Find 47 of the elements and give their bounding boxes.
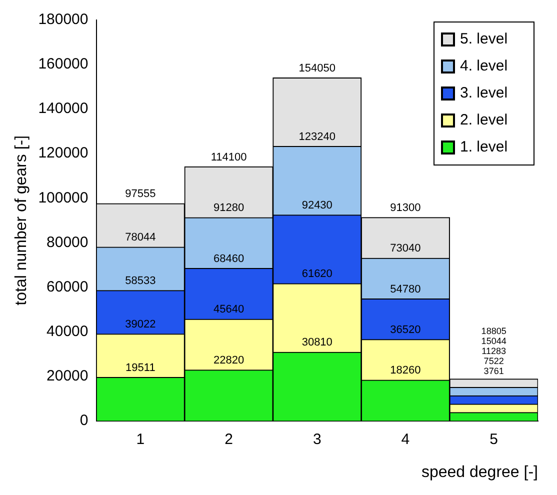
annotation: 7522 — [484, 356, 504, 366]
annotation: 154050 — [298, 62, 336, 74]
annotation: 18260 — [390, 364, 421, 377]
x-tick-label: 1 — [136, 430, 145, 448]
annotation: 15044 — [481, 336, 506, 346]
x-tick-label: 4 — [401, 430, 410, 448]
annotation: 68460 — [213, 252, 244, 265]
annotation: 123240 — [298, 130, 336, 143]
annotation: 91280 — [213, 202, 244, 214]
annotation: 18805 — [481, 326, 506, 336]
annotation: 91300 — [390, 202, 421, 214]
legend-label: 1. level — [460, 138, 508, 156]
y-tick-label: 60000 — [46, 278, 88, 296]
annotation: 78044 — [125, 232, 156, 244]
legend-label: 5. level — [460, 30, 508, 48]
annotation: 45640 — [213, 304, 244, 316]
annotation: 58533 — [125, 275, 156, 287]
annotation: 97555 — [125, 188, 156, 200]
legend-label: 2. level — [460, 112, 508, 129]
x-tick-label: 3 — [312, 430, 322, 448]
annotation: 3761 — [484, 366, 504, 376]
annotation: 61620 — [302, 268, 332, 280]
y-tick-label: 0 — [80, 412, 88, 429]
annotation: 22820 — [213, 354, 244, 367]
annotation: 19511 — [126, 362, 156, 374]
y-tick-label: 80000 — [46, 234, 88, 251]
annotation: 30810 — [302, 336, 332, 349]
y-tick-label: 160000 — [38, 56, 88, 73]
y-axis-title: total number of gears [-] — [13, 135, 30, 306]
y-tick-label: 100000 — [38, 189, 88, 206]
annotation: 92430 — [302, 200, 332, 212]
annotation: 36520 — [390, 324, 421, 336]
y-tick-label: 180000 — [38, 11, 88, 28]
y-tick-label: 20000 — [46, 367, 88, 384]
x-axis-title: speed degree [-] — [421, 464, 538, 481]
legend-label: 3. level — [460, 84, 508, 102]
x-tick-label: 2 — [224, 430, 233, 448]
y-tick-label: 140000 — [38, 100, 88, 118]
annotation: 114100 — [210, 151, 247, 164]
annotation: 54780 — [390, 283, 421, 296]
annotation: 11283 — [482, 346, 506, 356]
x-tick-label: 5 — [490, 430, 498, 448]
annotation: 73040 — [390, 242, 421, 255]
annotation: 39022 — [125, 318, 156, 330]
legend-label: 4. level — [460, 58, 508, 75]
y-tick-label: 40000 — [46, 322, 88, 340]
y-tick-label: 120000 — [38, 144, 88, 162]
